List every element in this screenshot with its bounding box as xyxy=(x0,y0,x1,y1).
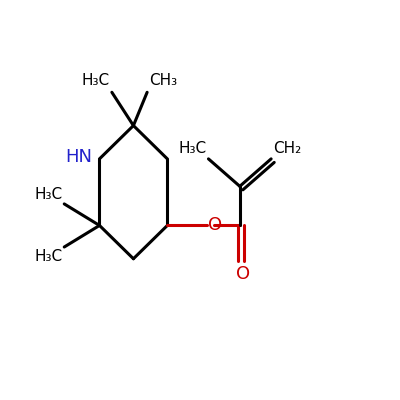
Text: CH₂: CH₂ xyxy=(273,141,301,156)
Text: O: O xyxy=(236,266,250,284)
Text: H₃C: H₃C xyxy=(178,141,206,156)
Text: H₃C: H₃C xyxy=(34,187,62,202)
Text: H₃C: H₃C xyxy=(34,249,62,264)
Text: H₃C: H₃C xyxy=(82,72,110,88)
Text: O: O xyxy=(208,216,222,234)
Text: CH₃: CH₃ xyxy=(149,72,177,88)
Text: HN: HN xyxy=(66,148,92,166)
